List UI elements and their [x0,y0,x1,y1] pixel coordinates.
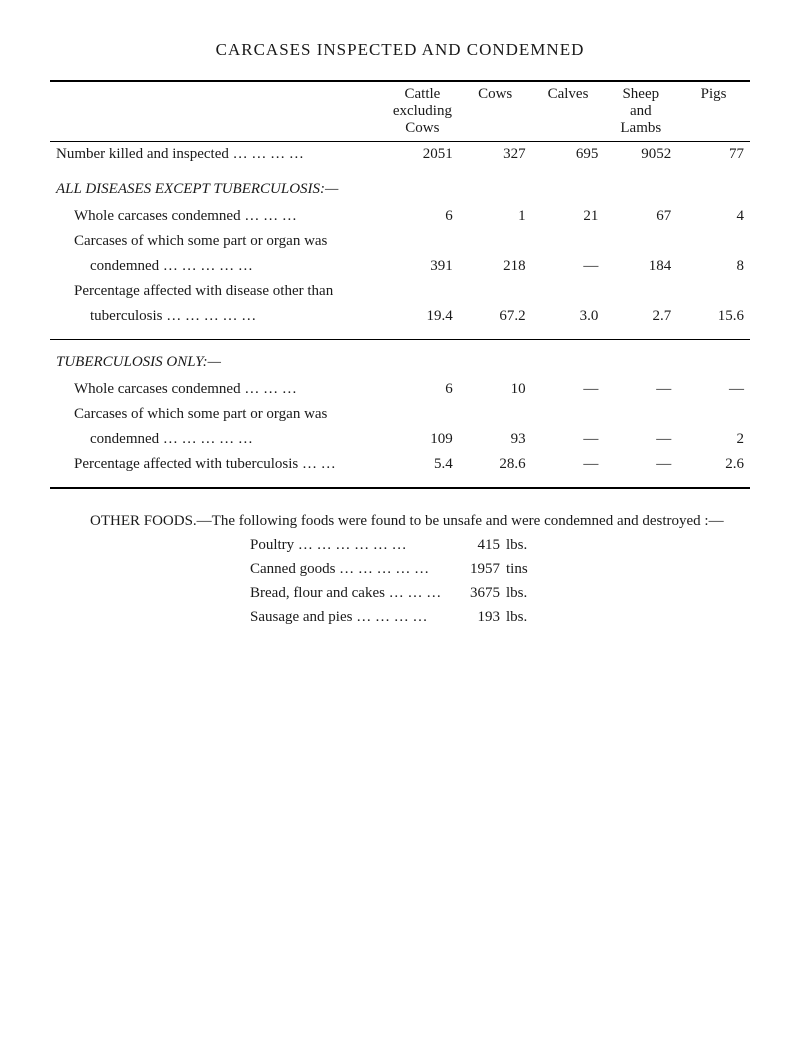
cell-value: 67.2 [459,304,532,329]
food-unit: lbs. [506,581,527,605]
list-item: Canned goods … … … … … 1957 tins [250,557,750,581]
cell-value: — [604,377,677,402]
row-tb-pct: Percentage affected with tuberculosis … … [50,452,750,477]
other-foods-intro: OTHER FOODS.—The following foods were fo… [50,509,750,533]
food-qty: 3675 [450,581,500,605]
header-pigs: Pigs [677,82,750,141]
row-tb-part: condemned … … … … … 109 93 — — 2 [50,427,750,452]
section-all-diseases: ALL DISEASES EXCEPT TUBERCULOSIS:— [50,167,750,204]
cell-value: — [532,254,605,279]
food-unit: lbs. [506,605,527,629]
food-qty: 415 [450,533,500,557]
header-cows: Cows [459,82,532,141]
cell-value: 695 [532,142,605,167]
cell-value: — [604,452,677,477]
cell-value: 2.6 [677,452,750,477]
cell-value: — [677,377,750,402]
cell-value: 15.6 [677,304,750,329]
food-qty: 193 [450,605,500,629]
cell-value: 8 [677,254,750,279]
cell-value: 184 [604,254,677,279]
food-qty: 1957 [450,557,500,581]
rule-bottom [50,487,750,489]
cell-value: 5.4 [386,452,459,477]
cell-value: 6 [386,377,459,402]
header-empty [50,82,386,141]
carcases-table: Cattle excluding Cows Cows Calves Sheep … [50,82,750,489]
row-all-part: condemned … … … … … 391 218 — 184 8 [50,254,750,279]
row-all-whole: Whole carcases condemned … … … 6 1 21 67… [50,204,750,229]
list-item: Bread, flour and cakes … … … 3675 lbs. [250,581,750,605]
cell-label: condemned … … … … … [50,427,386,452]
cell-value: 3.0 [532,304,605,329]
row-tb-whole: Whole carcases condemned … … … 6 10 — — … [50,377,750,402]
cell-label: tuberculosis … … … … … [50,304,386,329]
other-foods-section: OTHER FOODS.—The following foods were fo… [50,509,750,629]
cell-value: 67 [604,204,677,229]
row-all-pct-lead: Percentage affected with disease other t… [50,279,750,304]
cell-label: Whole carcases condemned … … … [50,377,386,402]
cell-value: 109 [386,427,459,452]
cell-value: 2051 [386,142,459,167]
cell-value: 327 [459,142,532,167]
list-item: Poultry … … … … … … 415 lbs. [250,533,750,557]
food-name: Canned goods … … … … … [250,557,450,581]
list-item: Sausage and pies … … … … 193 lbs. [250,605,750,629]
header-calves: Calves [532,82,605,141]
header-sheep: Sheep and Lambs [604,82,677,141]
other-foods-list: Poultry … … … … … … 415 lbs. Canned good… [250,533,750,629]
cell-value: — [532,427,605,452]
cell-value: 28.6 [459,452,532,477]
cell-value: 1 [459,204,532,229]
row-inspected: Number killed and inspected … … … … 2051… [50,142,750,167]
cell-value: 19.4 [386,304,459,329]
cell-label: Whole carcases condemned … … … [50,204,386,229]
food-unit: lbs. [506,533,527,557]
cell-value: — [532,452,605,477]
food-unit: tins [506,557,528,581]
cell-value: 77 [677,142,750,167]
cell-value: — [532,377,605,402]
food-name: Sausage and pies … … … … [250,605,450,629]
cell-value: 6 [386,204,459,229]
cell-value: — [604,427,677,452]
cell-value: 93 [459,427,532,452]
page-title: CARCASES INSPECTED AND CONDEMNED [50,40,750,60]
cell-value: 10 [459,377,532,402]
cell-value: 218 [459,254,532,279]
cell-value: 2.7 [604,304,677,329]
row-tb-part-lead: Carcases of which some part or organ was [50,402,750,427]
food-name: Bread, flour and cakes … … … [250,581,450,605]
section-tb-only: TUBERCULOSIS ONLY:— [50,340,750,377]
food-name: Poultry … … … … … … [250,533,450,557]
cell-label: Percentage affected with tuberculosis … … [50,452,386,477]
header-cattle: Cattle excluding Cows [386,82,459,141]
cell-label: Number killed and inspected … … … … [50,142,386,167]
cell-value: 21 [532,204,605,229]
cell-value: 4 [677,204,750,229]
cell-value: 9052 [604,142,677,167]
row-all-part-lead: Carcases of which some part or organ was [50,229,750,254]
cell-value: 391 [386,254,459,279]
cell-label: condemned … … … … … [50,254,386,279]
row-all-pct: tuberculosis … … … … … 19.4 67.2 3.0 2.7… [50,304,750,329]
cell-value: 2 [677,427,750,452]
